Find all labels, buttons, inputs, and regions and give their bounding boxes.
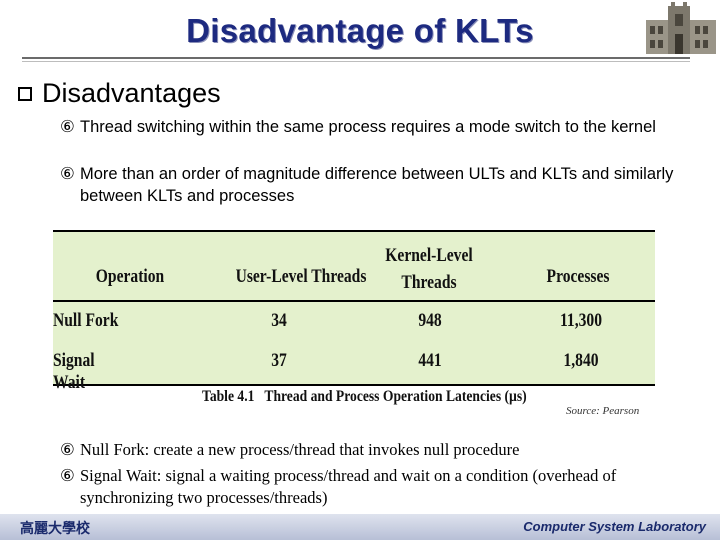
bullet-item: ⑥ Thread switching within the same proce…: [60, 116, 656, 138]
footer-university-name: 高麗大學校: [20, 521, 90, 537]
bullet-glyph-icon: ⑥: [60, 441, 75, 459]
footer-bar: 高麗大學校 Computer System Laboratory: [0, 514, 720, 540]
table-header-cell: User-Level Threads: [235, 266, 367, 287]
table-caption-text: Thread and Process Operation Latencies (…: [264, 388, 527, 405]
bullet-glyph-icon: ⑥: [60, 118, 75, 136]
note-item: ⑥ Null Fork: create a new process/thread…: [60, 439, 519, 461]
bullet-text: More than an order of magnitude differen…: [80, 165, 674, 205]
table-cell: 11,300: [560, 310, 602, 331]
table-row-label: Null Fork: [53, 310, 119, 331]
table-cell: 37: [271, 350, 287, 371]
bullet-glyph-icon: ⑥: [60, 165, 75, 183]
table-cell: 441: [418, 350, 442, 371]
table-header-cell: Processes: [546, 266, 610, 287]
checkbox-bullet-icon: [18, 86, 32, 101]
section-heading: Disadvantages: [18, 78, 221, 109]
table-cell: 34: [271, 310, 287, 331]
latency-table: Operation User-Level Threads Kernel-Leve…: [53, 230, 655, 393]
note-text: Signal Wait: signal a waiting process/th…: [80, 466, 617, 507]
title-divider-shadow: [22, 61, 690, 62]
table-cell: 1,840: [563, 350, 599, 371]
bullet-glyph-icon: ⑥: [60, 467, 75, 485]
source-credit: Source: Pearson: [566, 405, 640, 417]
note-text: Null Fork: create a new process/thread t…: [80, 440, 520, 459]
table-row-label: Signal Wait: [53, 350, 95, 393]
table-header-cell: Operation: [95, 266, 165, 287]
table-header-rule: [53, 300, 655, 302]
footer-lab-name: Computer System Laboratory: [523, 519, 706, 534]
table-caption-label: Table 4.1: [202, 388, 255, 405]
bullet-text: Thread switching within the same process…: [80, 118, 656, 136]
bullet-item: ⑥ More than an order of magnitude differ…: [60, 163, 673, 205]
slide-title: Disadvantage of KLTs: [186, 12, 534, 49]
table-header-cell: Kernel-Level Threads: [385, 245, 473, 293]
section-heading-text: Disadvantages: [42, 78, 221, 108]
note-item: ⑥ Signal Wait: signal a waiting process/…: [60, 465, 616, 507]
table-caption: Table 4.1 Thread and Process Operation L…: [202, 388, 527, 406]
university-building-logo: [640, 0, 720, 58]
title-divider: [22, 57, 690, 59]
table-cell: 948: [418, 310, 442, 331]
